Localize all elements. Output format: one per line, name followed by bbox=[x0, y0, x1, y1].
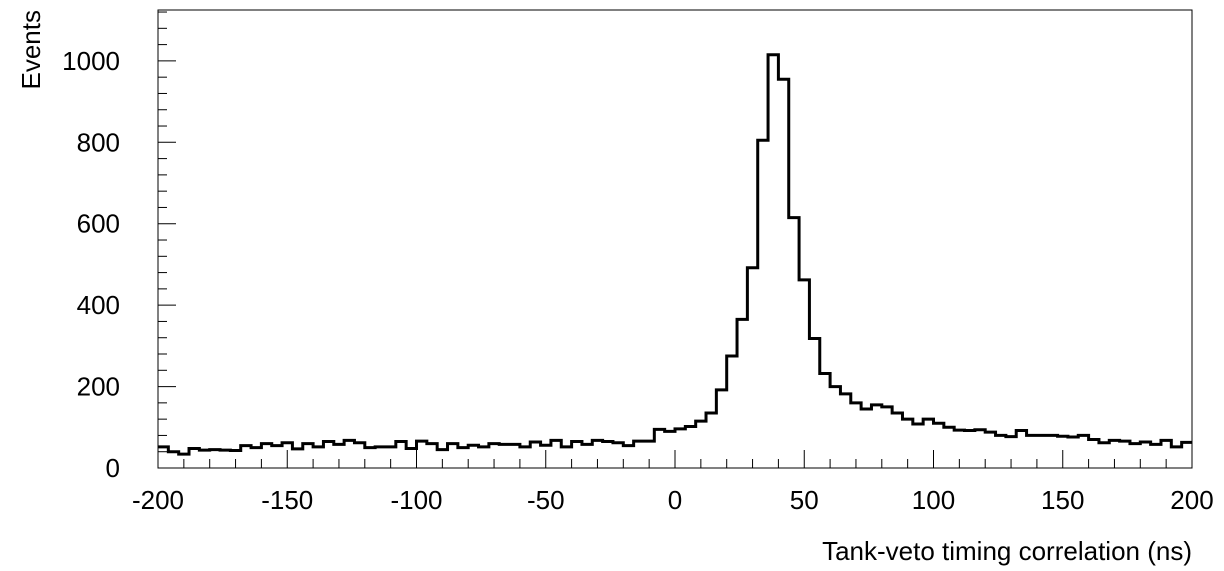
x-tick-label: -50 bbox=[527, 485, 565, 515]
y-tick-label: 200 bbox=[77, 372, 120, 402]
x-tick-label: 0 bbox=[668, 485, 682, 515]
x-tick-label: 200 bbox=[1170, 485, 1213, 515]
y-tick-label: 0 bbox=[106, 453, 120, 483]
y-tick-label: 600 bbox=[77, 209, 120, 239]
y-tick-label: 1000 bbox=[62, 46, 120, 76]
x-tick-label: 150 bbox=[1041, 485, 1084, 515]
histogram-series bbox=[158, 53, 1192, 456]
x-tick-label: -100 bbox=[390, 485, 442, 515]
x-axis-tick-labels: -200 -150 -100 -50 0 50 100 150 200 bbox=[132, 485, 1214, 515]
x-tick-label: -150 bbox=[261, 485, 313, 515]
plot-frame bbox=[157, 9, 1193, 469]
x-tick-label: 100 bbox=[912, 485, 955, 515]
x-tick-label: 50 bbox=[790, 485, 819, 515]
y-axis-tick-labels: 0 200 400 600 800 1000 bbox=[62, 46, 120, 483]
y-tick-label: 800 bbox=[77, 127, 120, 157]
y-axis-ticks bbox=[158, 11, 176, 469]
x-axis-title: Tank-veto timing correlation (ns) bbox=[822, 536, 1192, 566]
y-axis-title: Events bbox=[16, 10, 46, 90]
y-tick-label: 400 bbox=[77, 290, 120, 320]
x-axis-ticks bbox=[157, 450, 1193, 468]
x-tick-label: -200 bbox=[132, 485, 184, 515]
